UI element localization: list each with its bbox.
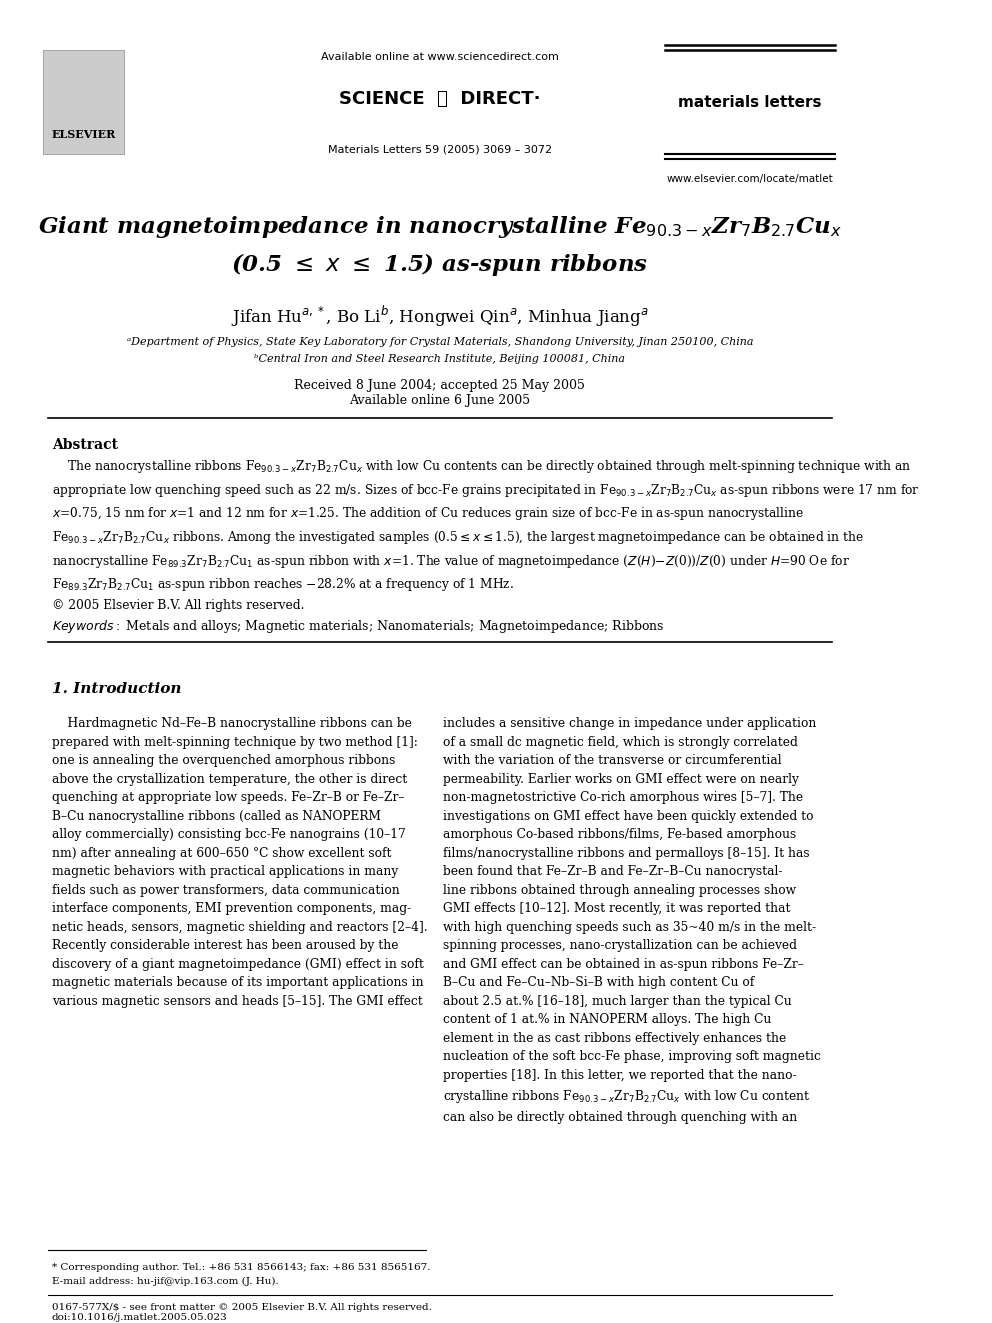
Text: * Corresponding author. Tel.: +86 531 8566143; fax: +86 531 8565167.: * Corresponding author. Tel.: +86 531 85…	[52, 1263, 431, 1271]
Text: Jifan Hu$^{a,*}$, Bo Li$^{b}$, Hongwei Qin$^{a}$, Minhua Jiang$^{a}$: Jifan Hu$^{a,*}$, Bo Li$^{b}$, Hongwei Q…	[231, 304, 649, 329]
Text: Giant magnetoimpedance in nanocrystalline Fe$_{90.3-x}$Zr$_{7}$B$_{2.7}$Cu$_{x}$: Giant magnetoimpedance in nanocrystallin…	[38, 214, 842, 241]
Text: E-mail address: hu-jif@vip.163.com (J. Hu).: E-mail address: hu-jif@vip.163.com (J. H…	[52, 1277, 279, 1286]
Text: Received 8 June 2004; accepted 25 May 2005: Received 8 June 2004; accepted 25 May 20…	[295, 378, 585, 392]
Text: $\it{Keywords:}$ Metals and alloys; Magnetic materials; Nanomaterials; Magnetoim: $\it{Keywords:}$ Metals and alloys; Magn…	[52, 618, 665, 635]
Text: ᵃDepartment of Physics, State Key Laboratory for Crystal Materials, Shandong Uni: ᵃDepartment of Physics, State Key Labora…	[127, 336, 753, 347]
Text: Available online 6 June 2005: Available online 6 June 2005	[349, 394, 531, 407]
Text: The nanocrystalline ribbons Fe$_{90.3-x}$Zr$_7$B$_{2.7}$Cu$_x$ with low Cu conte: The nanocrystalline ribbons Fe$_{90.3-x}…	[52, 458, 920, 611]
FancyBboxPatch shape	[44, 50, 124, 155]
Text: includes a sensitive change in impedance under application
of a small dc magneti: includes a sensitive change in impedance…	[443, 717, 821, 1123]
Text: www.elsevier.com/locate/matlet: www.elsevier.com/locate/matlet	[667, 175, 833, 184]
Text: 1. Introduction: 1. Introduction	[52, 683, 182, 696]
Text: doi:10.1016/j.matlet.2005.05.023: doi:10.1016/j.matlet.2005.05.023	[52, 1312, 227, 1322]
Text: ᵇCentral Iron and Steel Research Institute, Beijing 100081, China: ᵇCentral Iron and Steel Research Institu…	[254, 353, 625, 364]
Text: (0.5 $\leq$ $x$ $\leq$ 1.5) as-spun ribbons: (0.5 $\leq$ $x$ $\leq$ 1.5) as-spun ribb…	[231, 251, 649, 278]
Text: Available online at www.sciencedirect.com: Available online at www.sciencedirect.co…	[321, 52, 558, 62]
Text: Abstract: Abstract	[52, 438, 118, 452]
Text: ELSEVIER: ELSEVIER	[52, 130, 115, 140]
Text: Hardmagnetic Nd–Fe–B nanocrystalline ribbons can be
prepared with melt-spinning : Hardmagnetic Nd–Fe–B nanocrystalline rib…	[52, 717, 428, 1008]
Text: materials letters: materials letters	[678, 95, 821, 110]
Text: 0167-577X/$ - see front matter © 2005 Elsevier B.V. All rights reserved.: 0167-577X/$ - see front matter © 2005 El…	[52, 1303, 432, 1312]
Text: SCIENCE  ⓐ  DIRECT·: SCIENCE ⓐ DIRECT·	[339, 90, 541, 107]
Text: Materials Letters 59 (2005) 3069 – 3072: Materials Letters 59 (2005) 3069 – 3072	[327, 144, 552, 155]
